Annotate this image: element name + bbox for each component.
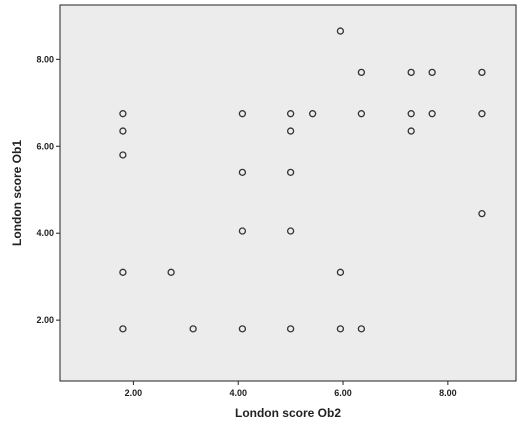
data-point [286, 110, 295, 118]
data-point [119, 151, 127, 159]
data-point [286, 325, 295, 333]
y-axis-title: London score Ob1 [10, 140, 24, 246]
x-tick-label: 6.00 [334, 388, 352, 398]
data-point [428, 110, 436, 118]
data-points [119, 27, 486, 333]
data-point [357, 68, 366, 77]
data-point [407, 68, 415, 77]
data-point [238, 168, 247, 177]
data-point [478, 68, 486, 77]
x-tick-label: 8.00 [439, 388, 457, 398]
x-tick-label: 4.00 [229, 388, 247, 398]
data-point [119, 325, 127, 333]
data-point [428, 68, 436, 77]
data-point [286, 227, 295, 235]
x-axis-title: London score Ob2 [235, 406, 341, 420]
data-point [238, 325, 247, 333]
y-tick-label: 4.00 [36, 228, 54, 238]
x-axis: 2.00 4.00 6.00 8.00 [125, 381, 457, 398]
data-point [357, 325, 366, 333]
data-point [478, 209, 486, 218]
data-point [407, 127, 415, 135]
plot-area [59, 4, 517, 382]
data-point [167, 268, 175, 276]
data-point [336, 325, 345, 333]
data-point [357, 110, 366, 118]
data-point [407, 110, 415, 118]
y-tick-label: 6.00 [36, 141, 54, 151]
data-point [119, 110, 127, 118]
data-point [119, 127, 127, 135]
data-point [238, 110, 247, 118]
data-point [336, 268, 345, 276]
data-point [286, 127, 295, 135]
y-tick-label: 8.00 [36, 54, 54, 64]
data-point [308, 110, 317, 118]
data-point [119, 268, 127, 276]
data-point [478, 110, 486, 118]
x-tick-label: 2.00 [125, 388, 143, 398]
data-point [238, 227, 247, 235]
y-tick-label: 2.00 [36, 315, 54, 325]
y-axis: 2.00 4.00 6.00 8.00 [36, 54, 60, 325]
data-point [336, 27, 345, 35]
data-point [189, 325, 197, 333]
data-point [286, 168, 295, 177]
